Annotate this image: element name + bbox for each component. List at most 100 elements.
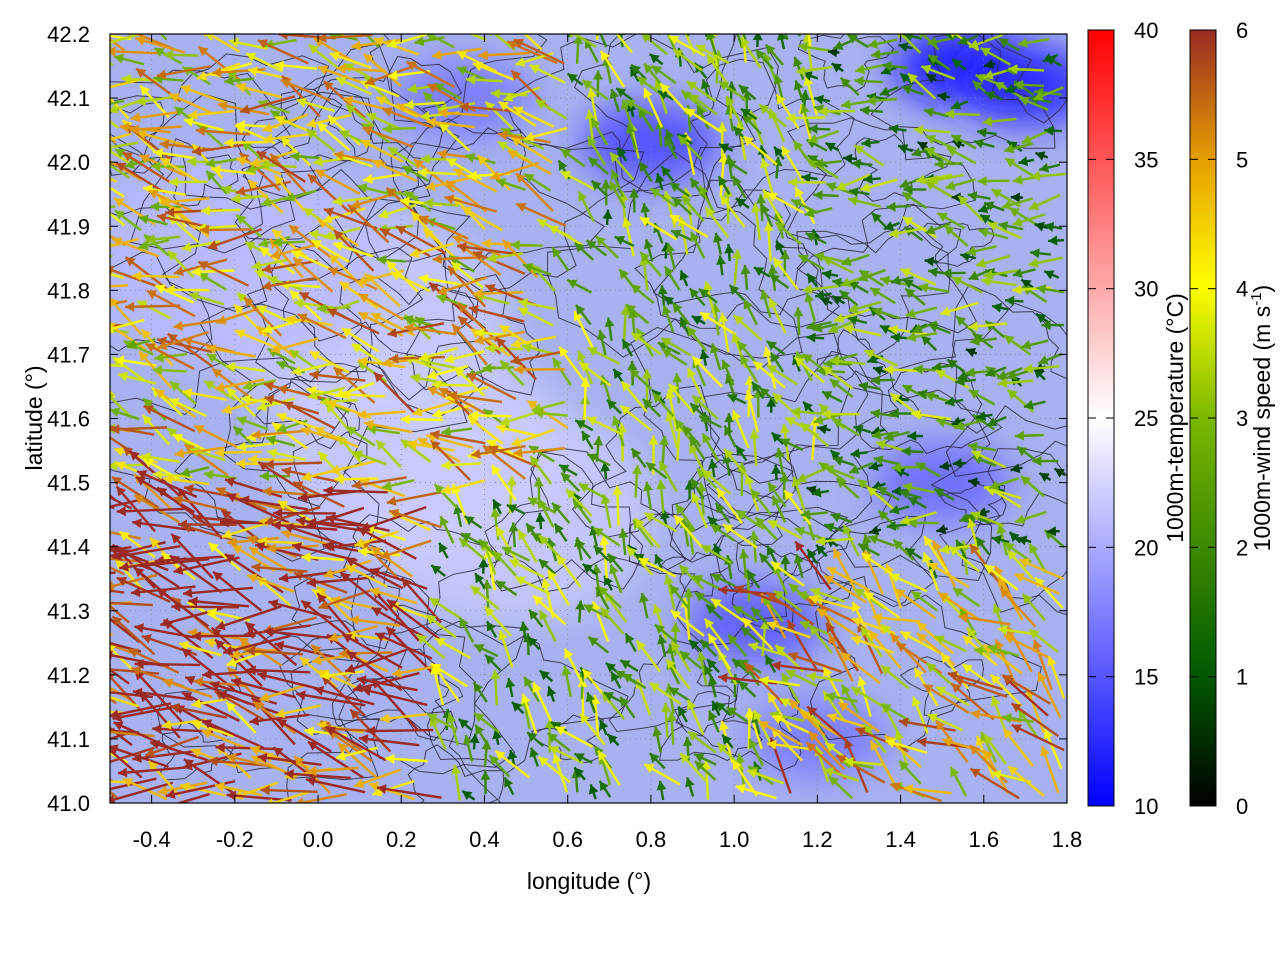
- wind-vector: [806, 272, 818, 288]
- wind-vector: [982, 116, 1017, 127]
- wind-vector: [880, 703, 911, 722]
- wind-vector: [927, 561, 970, 589]
- wind-vector: [428, 597, 461, 619]
- wind-vector: [499, 411, 537, 426]
- wind-vector: [242, 379, 277, 391]
- wind-vector: [261, 34, 263, 35]
- wind-vector: [693, 591, 718, 610]
- wind-vector: [1036, 284, 1065, 295]
- wind-vector: [746, 569, 761, 589]
- wind-vector: [505, 677, 516, 698]
- wind-vector: [257, 671, 320, 691]
- wind-vector: [703, 617, 730, 651]
- wind-vector: [724, 243, 735, 262]
- wind-vector: [663, 265, 681, 291]
- wind-vector: [170, 533, 214, 580]
- wind-vector: [863, 591, 901, 619]
- wind-vector: [1033, 86, 1064, 101]
- wind-vector: [508, 558, 545, 579]
- wind-vector: [191, 143, 249, 156]
- wind-vector: [850, 635, 895, 654]
- wind-vector: [191, 266, 235, 277]
- wind-vector: [262, 318, 303, 334]
- wind-vector: [750, 606, 771, 627]
- wind-vector: [169, 702, 228, 719]
- wind-vector: [403, 190, 432, 212]
- wind-vector: [352, 450, 387, 466]
- wind-vector: [857, 542, 881, 557]
- wind-vector: [110, 601, 153, 607]
- contour-line: [407, 744, 505, 803]
- wind-vector: [911, 696, 929, 734]
- wind-vector: [971, 450, 1007, 469]
- wind-vector: [732, 175, 747, 199]
- wind-vector: [910, 590, 938, 612]
- wind-vector: [498, 629, 514, 668]
- wind-vector: [748, 738, 764, 767]
- wind-vector: [376, 254, 407, 265]
- wind-vector: [953, 676, 1008, 699]
- wind-vector: [180, 84, 227, 104]
- wind-vector: [728, 284, 745, 302]
- wind-vector: [514, 575, 551, 596]
- wind-vector: [599, 50, 626, 88]
- wind-vector: [806, 705, 853, 747]
- wind-vector: [951, 276, 983, 294]
- wind-vector: [246, 161, 280, 174]
- wind-vector: [207, 227, 263, 250]
- wind-vector: [478, 557, 489, 574]
- wind-vector: [1004, 295, 1024, 306]
- wind-vector: [525, 522, 542, 544]
- wind-vector: [110, 643, 133, 654]
- wind-vector: [261, 276, 318, 291]
- wind-vector: [569, 34, 597, 49]
- wind-vector: [332, 241, 374, 258]
- wind-vector: [983, 59, 996, 70]
- wind-vector: [838, 289, 859, 307]
- wind-vector: [110, 61, 114, 67]
- wind-vector: [917, 140, 929, 151]
- wind-vector: [291, 362, 332, 376]
- wind-vector: [182, 586, 254, 598]
- wind-vector: [927, 53, 951, 71]
- wind-vector: [1008, 531, 1022, 544]
- contour-line: [659, 690, 763, 762]
- wind-vector: [767, 519, 802, 540]
- wind-vector: [1010, 463, 1023, 474]
- wind-vector: [474, 572, 486, 589]
- wind-vector: [906, 331, 938, 342]
- wind-vector: [232, 544, 276, 572]
- wind-vector: [925, 662, 954, 687]
- wind-vector: [940, 301, 979, 317]
- wind-vector: [1012, 213, 1046, 227]
- wind-vector: [138, 238, 170, 251]
- wind-vector: [352, 671, 420, 693]
- wind-vector: [822, 256, 854, 274]
- wind-vector: [762, 188, 785, 224]
- wind-vector: [513, 447, 566, 458]
- wind-vector: [296, 97, 336, 113]
- wind-vector: [1028, 193, 1061, 211]
- x-tick-label: -0.2: [216, 827, 254, 852]
- wind-vector: [931, 361, 955, 372]
- temperature-tick-label: 30: [1134, 277, 1158, 302]
- wind-vector: [1038, 162, 1061, 173]
- wind-vector: [847, 196, 882, 208]
- wind-vector: [750, 381, 765, 400]
- wind-vector: [578, 361, 612, 387]
- wind-vector: [201, 728, 249, 751]
- contour-line: [271, 243, 424, 373]
- wind-vector: [1035, 312, 1050, 324]
- wind-vector: [978, 227, 1009, 240]
- wind-vector: [741, 617, 774, 651]
- wind-vector: [696, 104, 710, 130]
- wind-vector: [370, 545, 414, 578]
- wind-vector: [707, 633, 731, 670]
- wind-vector: [224, 553, 284, 594]
- wind-vector: [947, 670, 1003, 691]
- wind-vector: [903, 34, 922, 42]
- wind-vector: [1001, 197, 1033, 210]
- wind-vector: [173, 318, 226, 331]
- wind-vector: [206, 344, 256, 358]
- wind-vector: [337, 742, 377, 779]
